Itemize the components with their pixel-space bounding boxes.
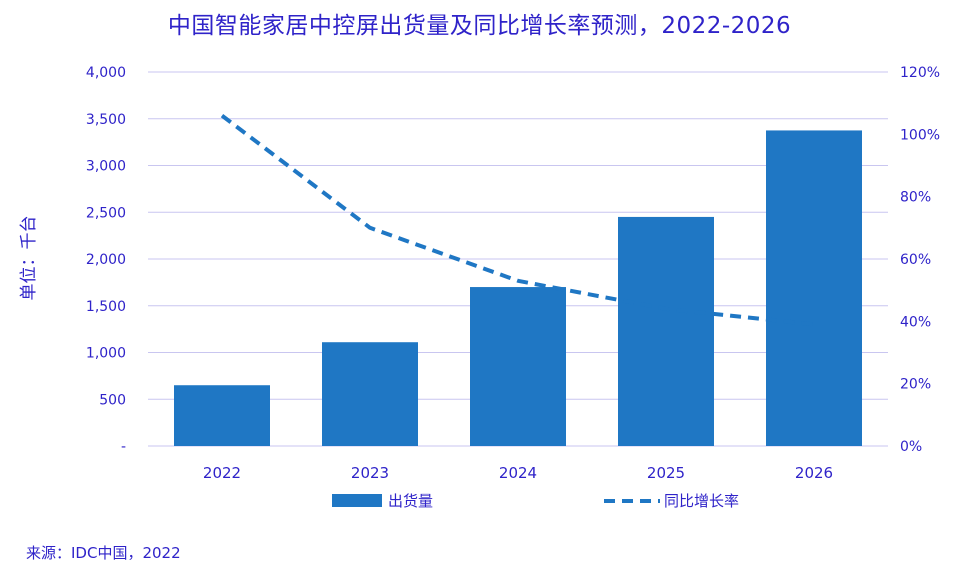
bar [766,130,862,446]
bar [470,287,566,446]
y-right-tick-label: 80% [900,190,931,206]
legend: 出货量 同比增长率 [332,492,739,510]
bar [618,216,714,446]
bar [174,385,270,446]
bar-series [174,130,862,446]
y-left-tick-label: 3,500 [86,112,126,128]
legend-bar-swatch [332,494,382,507]
y-left-tick-label: 2,500 [86,205,126,221]
growth-rate-line [220,114,815,327]
y-left-tick-label: 4,000 [86,65,126,81]
y-left-tick-label: 500 [99,392,126,408]
y-left-tick-label: - [121,439,126,455]
source-note: 来源：IDC中国，2022 [26,544,181,562]
x-axis-ticks: 2022 2023 2024 2025 2026 [203,464,833,482]
y-right-tick-label: 40% [900,314,931,330]
y-axis-right-ticks: 0% 20% 40% 60% 80% 100% 120% [900,65,940,455]
y-left-tick-label: 3,000 [86,159,126,175]
chart-title: 中国智能家居中控屏出货量及同比增长率预测，2022-2026 [167,13,792,39]
y-left-tick-label: 1,000 [86,346,126,362]
line-series [220,114,815,327]
x-tick-label: 2024 [499,464,537,482]
x-tick-label: 2022 [203,464,241,482]
y-left-tick-label: 1,500 [86,299,126,315]
y-right-tick-label: 100% [900,127,940,143]
x-tick-label: 2023 [351,464,389,482]
bar [322,342,418,446]
y-right-tick-label: 20% [900,377,931,393]
y-right-tick-label: 120% [900,65,940,81]
y-right-tick-label: 60% [900,252,931,268]
x-tick-label: 2026 [795,464,833,482]
legend-bar-label: 出货量 [388,492,433,510]
y-axis-left-ticks: - 500 1,000 1,500 2,000 2,500 3,000 3,500 4,000 [86,65,126,455]
y-right-tick-label: 0% [900,439,922,455]
y-left-tick-label: 2,000 [86,252,126,268]
legend-line-label: 同比增长率 [664,492,739,510]
x-tick-label: 2025 [647,464,685,482]
